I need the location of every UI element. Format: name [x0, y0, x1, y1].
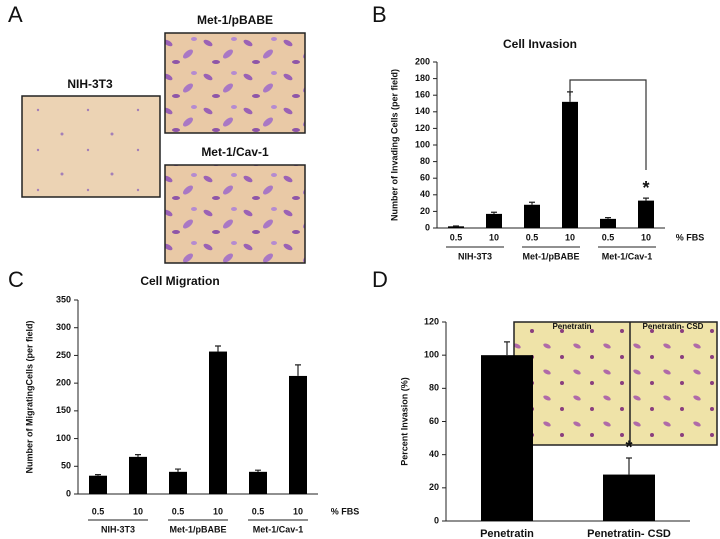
error-bar [643, 197, 649, 201]
x-tick-label: 10 [641, 232, 651, 242]
bar [603, 474, 655, 521]
bar [249, 471, 267, 494]
y-tick-label: 350 [56, 294, 71, 304]
bar [209, 351, 227, 494]
x-tick-label: 0.5 [92, 506, 105, 516]
y-tick-label: 50 [61, 461, 71, 471]
significance-mark: * [642, 178, 649, 198]
image-label: Met-1/pBABE [197, 13, 273, 27]
x-tick-label: 0.5 [526, 232, 539, 242]
panel-letter: C [8, 267, 24, 292]
y-tick-label: 60 [420, 173, 430, 183]
inset-label: Penetratin [552, 322, 591, 331]
y-tick-label: 150 [56, 405, 71, 415]
error-bar [175, 468, 181, 472]
x-tick-label: 10 [489, 232, 499, 242]
x-axis-label: % FBS [676, 232, 705, 242]
bar [524, 204, 540, 228]
bar [89, 475, 107, 494]
error-bar [95, 474, 101, 476]
inset-label: Penetratin- CSD [643, 322, 704, 331]
error-bar [605, 217, 611, 219]
y-tick-label: 100 [415, 139, 430, 149]
panel-letter: D [372, 267, 388, 292]
error-bar [491, 211, 497, 214]
x-tick-label: 0.5 [172, 506, 185, 516]
x-tick-label: 0.5 [252, 506, 265, 516]
y-tick-label: 20 [420, 206, 430, 216]
y-tick-label: 0 [66, 488, 71, 498]
bar [289, 375, 307, 494]
chart-title: Cell Invasion [503, 37, 577, 51]
error-bar [504, 341, 510, 356]
error-bar [295, 364, 301, 376]
y-tick-label: 100 [424, 350, 439, 360]
x-tick-label: 0.5 [450, 232, 463, 242]
inset-micrograph [513, 321, 718, 446]
micrograph [164, 164, 306, 264]
y-tick-label: 0 [434, 515, 439, 525]
bar [562, 101, 578, 228]
chart-title: Cell Migration [140, 274, 219, 288]
group-label: NIH-3T3 [458, 251, 492, 261]
bar [169, 471, 187, 494]
x-tick-label: Penetratin [480, 528, 534, 539]
error-bar [626, 457, 632, 475]
group-label: Met-1/Cav-1 [602, 251, 653, 261]
y-tick-label: 40 [429, 449, 439, 459]
y-tick-label: 140 [415, 106, 430, 116]
y-tick-label: 20 [429, 482, 439, 492]
panel-letter: A [8, 2, 23, 27]
y-tick-label: 40 [420, 189, 430, 199]
y-axis-label: Percent Invasion (%) [399, 377, 409, 466]
x-axis-label: % FBS [331, 506, 360, 516]
comparison-bracket [569, 79, 647, 170]
panel-letter: B [372, 2, 387, 27]
y-tick-label: 120 [424, 316, 439, 326]
significance-mark: * [625, 438, 632, 458]
x-tick-label: Penetratin- CSD [587, 528, 671, 539]
y-tick-label: 160 [415, 90, 430, 100]
panel-a: A NIH-3T3 Met-1/pBABE Met-1/Cav-1 [8, 2, 306, 264]
bar [486, 213, 502, 228]
group-label: Met-1/pBABE [522, 251, 579, 261]
bar [600, 218, 616, 228]
error-bar [567, 91, 573, 102]
group-label: Met-1/pBABE [169, 524, 226, 534]
y-axis-label: Number of MigratingCells (per field) [24, 320, 34, 473]
bar [481, 355, 533, 521]
error-bar [255, 469, 261, 472]
error-bar [529, 201, 535, 205]
group-label: Met-1/Cav-1 [253, 524, 304, 534]
micrograph [164, 32, 306, 134]
y-tick-label: 80 [420, 156, 430, 166]
image-label: NIH-3T3 [67, 77, 113, 91]
bar [448, 226, 464, 228]
y-tick-label: 200 [415, 56, 430, 66]
image-label: Met-1/Cav-1 [201, 145, 269, 159]
error-bar [135, 454, 141, 457]
y-tick-label: 300 [56, 322, 71, 332]
bar [129, 456, 147, 494]
y-tick-label: 200 [56, 378, 71, 388]
group-label: NIH-3T3 [101, 524, 135, 534]
y-tick-label: 250 [56, 350, 71, 360]
y-axis-label: Number of Invading Cells (per field) [389, 69, 399, 221]
x-tick-label: 10 [133, 506, 143, 516]
micrograph [21, 95, 161, 198]
error-bar [215, 345, 221, 352]
y-tick-label: 60 [429, 416, 439, 426]
y-tick-label: 180 [415, 73, 430, 83]
x-tick-label: 10 [213, 506, 223, 516]
x-tick-label: 10 [293, 506, 303, 516]
y-tick-label: 120 [415, 123, 430, 133]
x-tick-label: 10 [565, 232, 575, 242]
y-tick-label: 100 [56, 433, 71, 443]
y-tick-label: 0 [425, 222, 430, 232]
x-tick-label: 0.5 [602, 232, 615, 242]
y-tick-label: 80 [429, 383, 439, 393]
bar [638, 200, 654, 228]
